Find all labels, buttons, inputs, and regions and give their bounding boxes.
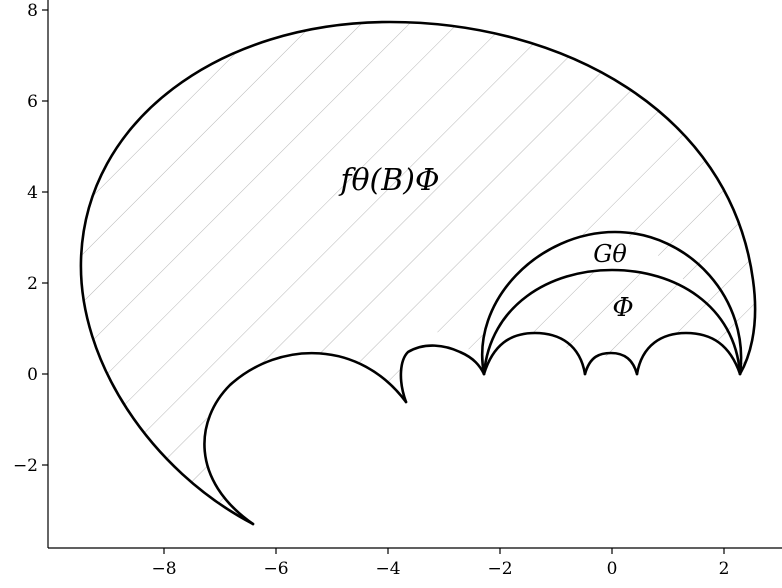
x-tick-label: −4 xyxy=(375,559,400,579)
hatched-region-f-theta-B-phi xyxy=(80,22,756,524)
y-tick-label: 0 xyxy=(27,365,38,385)
bump-2 xyxy=(583,351,639,376)
axes xyxy=(47,0,782,549)
g-theta-arc xyxy=(481,230,743,376)
label-g-theta: Gθ xyxy=(593,240,627,268)
ticks: −8 −6 −4 −2 0 2 −2 0 2 4 6 8 xyxy=(13,1,729,579)
x-tick-label: −8 xyxy=(151,559,176,579)
bump-1 xyxy=(482,331,587,376)
bump-4 xyxy=(399,344,486,404)
y-tick-label: 4 xyxy=(27,183,38,203)
x-tick-label: −2 xyxy=(487,559,512,579)
y-tick-label: −2 xyxy=(13,456,38,476)
inner-big-arc xyxy=(203,351,408,526)
phi-arc xyxy=(482,268,742,376)
label-phi: Φ xyxy=(612,293,633,323)
y-tick-label: 6 xyxy=(27,92,38,112)
label-f-theta-B-phi: fθ(B)Φ xyxy=(338,163,439,198)
bump-3 xyxy=(635,331,742,376)
x-tick-label: 2 xyxy=(719,559,730,579)
x-tick-label: −6 xyxy=(263,559,288,579)
x-tick-label: 0 xyxy=(607,559,618,579)
y-tick-label: 8 xyxy=(27,1,38,21)
y-tick-label: 2 xyxy=(27,274,38,294)
hatched-region-phi xyxy=(484,271,740,374)
outer-boundary xyxy=(79,20,757,526)
